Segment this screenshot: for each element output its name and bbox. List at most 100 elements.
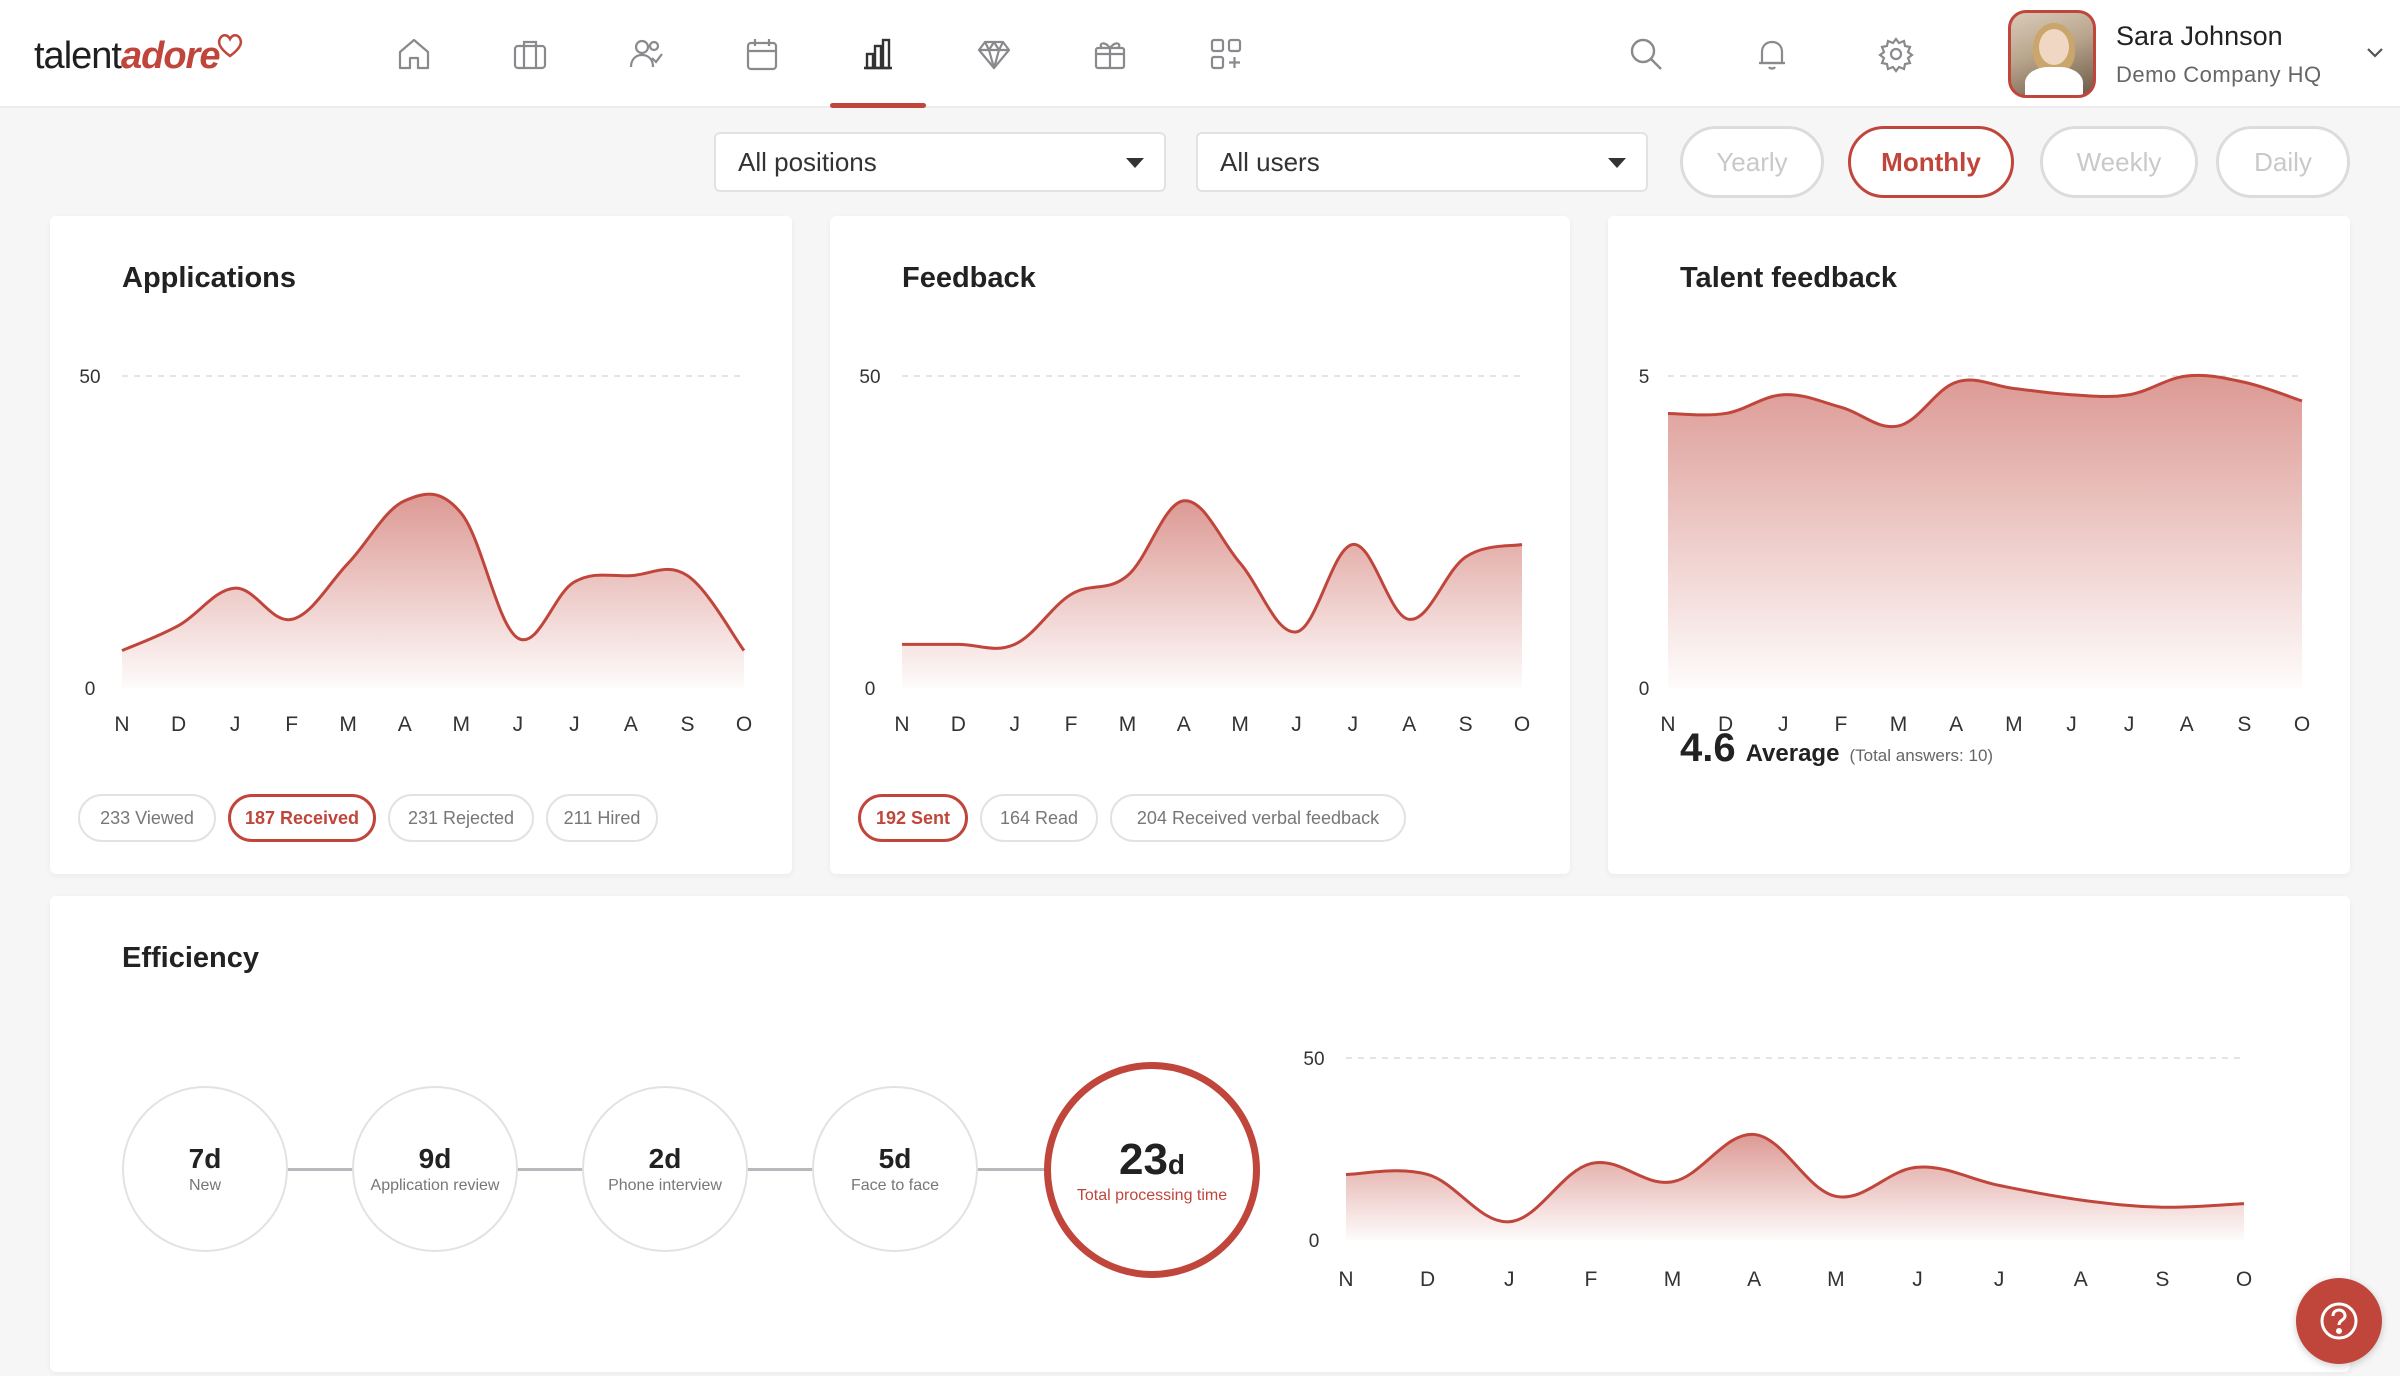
x-tick-label: S [2237,713,2251,736]
user-menu[interactable]: Sara Johnson Demo Company HQ [2008,10,2388,98]
x-tick-label: J [2124,713,2135,736]
step-connector [746,1168,816,1171]
user-company: Demo Company HQ [2116,61,2322,87]
period-monthly-button[interactable]: Monthly [1848,126,2014,198]
talent-feedback-chart: 0 5 N D J F M A M J J A S O [1639,367,2310,736]
nav-home[interactable] [356,0,472,108]
nav-reports[interactable] [820,0,936,108]
nav-apps[interactable] [1168,0,1284,108]
step-application-review: 9d Application review [352,1086,518,1252]
badge-rejected[interactable]: 231 Rejected [388,794,534,842]
average-value: 4.6 [1680,726,1736,770]
users-icon [629,39,663,68]
bell-icon [1759,40,1785,70]
period-weekly-button[interactable]: Weekly [2040,126,2198,198]
caret-down-icon [1126,158,1144,168]
x-tick-label: D [1420,1268,1435,1291]
heart-icon [218,34,243,58]
x-tick-label: J [1504,1268,1515,1291]
series-area [902,500,1522,688]
positions-select[interactable]: All positions [714,132,1166,192]
x-tick-label: J [230,713,241,736]
x-tick-label: S [680,713,694,736]
positions-select-value: All positions [738,146,877,177]
nav-calendar[interactable] [704,0,820,108]
badge-received[interactable]: 187 Received [228,794,376,842]
x-tick-label: D [1718,713,1733,736]
x-tick-label: M [2005,713,2023,736]
users-select[interactable]: All users [1196,132,1648,192]
x-tick-label: A [1402,713,1416,736]
x-tick-label: A [1949,713,1963,736]
search-button[interactable] [1624,32,1668,76]
x-tick-label: J [1348,713,1359,736]
x-tick-label: M [339,713,357,736]
x-tick-label: A [624,713,638,736]
y-tick-label: 5 [1639,367,1650,388]
average-label: Average [1745,740,1840,767]
total-answers: (Total answers: 10) [1849,746,1994,765]
question-icon [2320,1302,2358,1340]
series-line [121,492,746,652]
nav-talent[interactable] [936,0,1052,108]
home-icon [398,38,430,70]
x-tick-label: F [285,713,298,736]
total-unit: d [1167,1149,1186,1180]
notifications-button[interactable] [1750,32,1794,76]
chevron-down-icon [2367,48,2383,58]
x-tick-label: M [1827,1268,1845,1291]
x-tick-label: J [1994,1268,2005,1291]
applications-card: Applications 0 50 N D J F M A M J J A S O 233 Viewed … [50,216,792,874]
series-line [1667,373,2303,429]
talent-feedback-card: Talent feedback 0 5 N D J F M A M J J A S O 4.6 Avera… [1608,216,2350,874]
x-tick-label: N [1338,1268,1353,1291]
y-tick-label: 0 [865,679,876,700]
talentadore-logo[interactable]: talent adore [34,24,245,88]
badge-hired[interactable]: 211 Hired [546,794,658,842]
y-tick-label: 0 [1639,679,1650,700]
step-value: 5d [878,1143,912,1174]
step-label: Phone interview [608,1177,722,1194]
step-connector [516,1168,586,1171]
badge-viewed[interactable]: 233 Viewed [78,794,216,842]
x-tick-label: J [1912,1268,1923,1291]
y-tick-label: 50 [79,367,100,388]
main-nav [356,0,1284,108]
series-area [1346,1134,2244,1240]
x-tick-label: J [1778,713,1789,736]
step-label: New [188,1177,221,1194]
x-tick-label: S [2155,1268,2169,1291]
settings-button[interactable] [1874,32,1918,76]
series-line [1345,1132,2245,1224]
efficiency-title: Efficiency [122,942,259,974]
y-tick-label: 50 [1303,1049,1324,1070]
badge-read[interactable]: 164 Read [980,794,1098,842]
period-yearly-button[interactable]: Yearly [1680,126,1824,198]
nav-events[interactable] [1052,0,1168,108]
x-tick-label: J [1009,713,1020,736]
help-button[interactable] [2296,1278,2382,1364]
average-rating: 4.6 Average (Total answers: 10) [1680,726,1993,771]
x-tick-label: M [1664,1268,1682,1291]
avatar [2008,10,2096,98]
series-area [122,494,744,688]
x-tick-label: O [2236,1268,2252,1291]
step-value: 7d [188,1143,222,1174]
x-tick-label: F [1584,1268,1597,1291]
efficiency-chart: 0 50 N D J F M A M J J A S O [1303,1049,2252,1291]
y-tick-label: 0 [85,679,96,700]
step-connector [976,1168,1046,1171]
top-navigation-bar: talent adore [0,0,2400,108]
nav-candidates[interactable] [588,0,704,108]
bar-chart-icon [864,38,892,70]
x-tick-label: M [1119,713,1137,736]
x-tick-label: M [453,713,471,736]
briefcase-icon [513,40,547,70]
badge-sent[interactable]: 192 Sent [858,794,968,842]
feedback-card: Feedback 0 50 N D J F M A M J J A S O 192 Sent 164 Re… [830,216,1570,874]
badge-received-verbal[interactable]: 204 Received verbal feedback [1110,794,1406,842]
period-daily-button[interactable]: Daily [2216,126,2350,198]
nav-jobs[interactable] [472,0,588,108]
step-value: 2d [648,1143,682,1174]
x-tick-label: F [1834,713,1847,736]
